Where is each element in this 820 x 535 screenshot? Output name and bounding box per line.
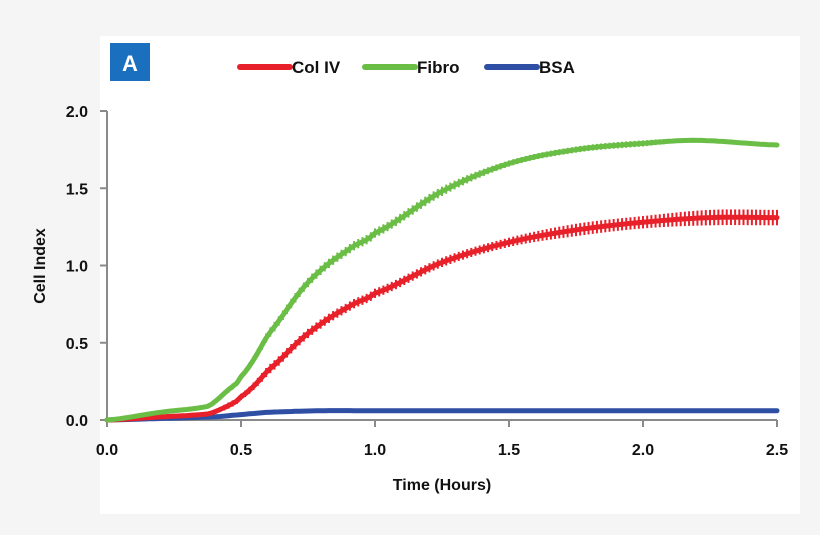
- y-tick-label: 1.0: [66, 259, 88, 276]
- chart-background: [100, 36, 800, 514]
- legend-item-bsa: BSA: [484, 58, 575, 77]
- x-tick-label: 0.5: [230, 442, 252, 459]
- legend: Col IV Fibro BSA: [237, 58, 575, 77]
- x-tick-label: 2.0: [632, 442, 654, 459]
- series-line: [104, 214, 780, 423]
- x-tick-label: 2.5: [766, 442, 788, 459]
- series-col-iv: [104, 209, 780, 423]
- y-axis-label: Cell Index: [32, 228, 49, 304]
- y-tick-label: 1.5: [66, 181, 88, 198]
- legend-label: BSA: [539, 58, 575, 77]
- x-axis-label: Time (Hours): [393, 477, 491, 494]
- series-line: [104, 137, 780, 423]
- y-tick-label: 0.5: [66, 336, 88, 353]
- legend-item-fibro: Fibro: [362, 58, 460, 77]
- panel-label: A: [122, 51, 138, 76]
- series-line: [104, 408, 780, 423]
- legend-label: Fibro: [417, 58, 460, 77]
- x-tick-label: 1.0: [364, 442, 386, 459]
- y-tick-label: 2.0: [66, 104, 88, 121]
- x-tick-label: 1.5: [498, 442, 520, 459]
- legend-item-col-iv: Col IV: [237, 58, 341, 77]
- x-tick-label: 0.0: [96, 442, 118, 459]
- y-tick-label: 0.0: [66, 413, 88, 430]
- legend-label: Col IV: [292, 58, 341, 77]
- series-fibro: [104, 137, 780, 423]
- series-group: [104, 137, 780, 423]
- axes: 0.0 0.5 1.0 1.5 2.0 2.5 0.0 0.5 1.0 1.5 2.0: [66, 104, 788, 459]
- panel-label-box: [110, 43, 150, 81]
